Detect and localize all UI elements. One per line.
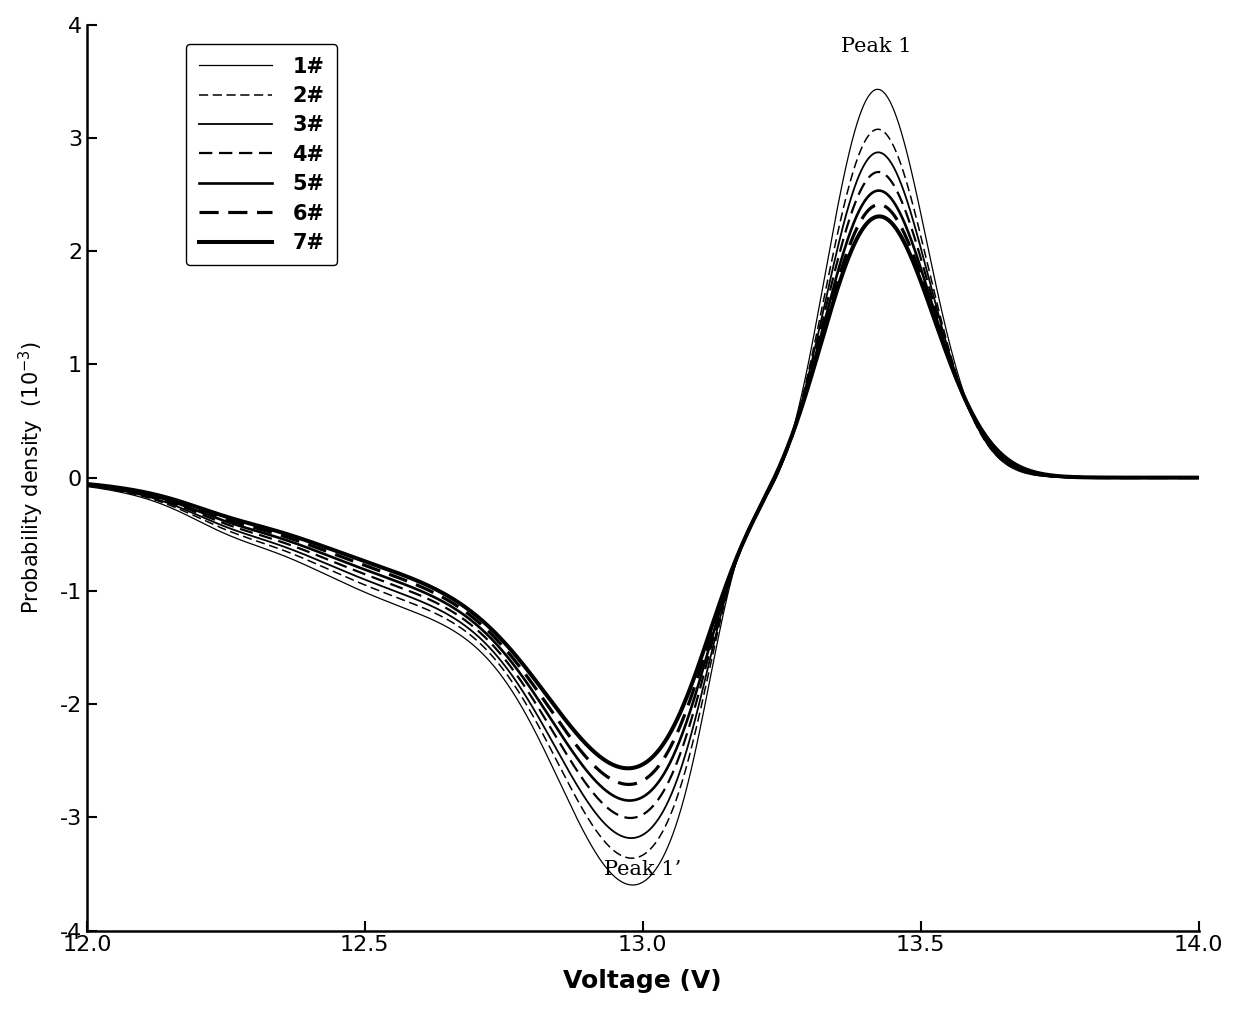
Text: Peak 1: Peak 1 [841,37,911,57]
X-axis label: Voltage (V): Voltage (V) [563,970,722,993]
Legend: 1#, 2#, 3#, 4#, 5#, 6#, 7#: 1#, 2#, 3#, 4#, 5#, 6#, 7# [186,44,337,266]
Y-axis label: Probability density  $(10^{-3})$: Probability density $(10^{-3})$ [16,341,46,614]
Text: Peak 1’: Peak 1’ [604,861,681,880]
